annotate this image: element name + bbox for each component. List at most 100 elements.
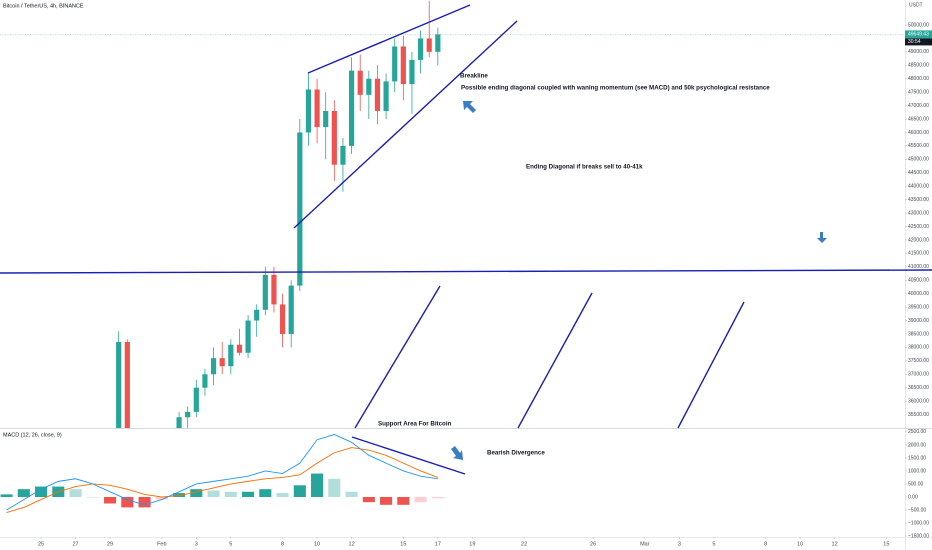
y-tick-label: 41000.00 (908, 264, 929, 270)
y-tick-label: 40500.00 (908, 278, 929, 284)
histogram-bar (414, 496, 427, 503)
candle-body (151, 466, 156, 474)
candle-body (331, 110, 337, 165)
histogram-bar (86, 496, 99, 498)
candle-body (305, 89, 312, 133)
y-tick-label: 48000.00 (908, 76, 929, 82)
macd-line (6, 434, 438, 511)
candle-body (366, 78, 372, 95)
x-tick-label: 5 (712, 541, 715, 547)
candle-body (426, 38, 432, 52)
signal-line (6, 447, 438, 514)
y-tick-label: 45000.00 (908, 157, 929, 163)
x-tick-label: 29 (107, 541, 113, 547)
histogram-bar (0, 494, 13, 497)
y-tick-label: 44500.00 (908, 170, 929, 176)
candle-body (417, 38, 424, 60)
x-tick-label: 15 (400, 541, 406, 547)
arrow-down (817, 232, 827, 243)
countdown-box (905, 38, 932, 46)
y-tick-label: 2500.00 (908, 429, 926, 435)
x-tick-label: 3 (678, 541, 681, 547)
candle-body (348, 70, 355, 146)
candle-body (219, 358, 225, 367)
candle-body (210, 358, 217, 375)
divergence-line (351, 436, 466, 475)
candle-body (176, 417, 182, 428)
y-tick-label: 2000.00 (908, 442, 926, 448)
support-line (354, 285, 441, 429)
histogram-bar (207, 490, 220, 497)
candle-body (392, 46, 398, 82)
x-tick-label: 3 (195, 541, 198, 547)
y-tick-label: 40000.00 (908, 291, 929, 297)
histogram-bar (104, 496, 117, 504)
histogram-bar (173, 493, 186, 497)
candle-body (314, 89, 320, 128)
x-tick-label: 5 (229, 541, 232, 547)
x-tick-label: 22 (521, 541, 527, 547)
support-line (517, 292, 593, 429)
drawings (0, 4, 932, 475)
y-tick-label: 500.00 (908, 481, 924, 487)
candle-body (193, 387, 199, 412)
support-note: Support Area For Bitcoin (378, 421, 452, 428)
y-tick-label: 36500.00 (908, 385, 929, 391)
y-tick-label: −1000.00 (908, 520, 929, 526)
y-tick-label: 41500.00 (908, 251, 929, 257)
currency-label: USDT (909, 2, 923, 8)
y-tick-label: 49000.00 (908, 49, 929, 55)
x-tick-label: 15 (883, 541, 889, 547)
candle-body (254, 309, 260, 321)
wedge-lower-line (293, 20, 518, 229)
candle-body (323, 110, 329, 128)
histogram-bar (121, 496, 134, 508)
breakline-note: Breakline (460, 73, 488, 80)
price-pane (0, 0, 905, 474)
last-price-box (905, 30, 932, 39)
countdown-label: 30:54 (908, 39, 921, 45)
histogram-bar (35, 486, 48, 497)
histogram-bar (224, 491, 237, 497)
y-tick-label: 46500.00 (908, 116, 929, 122)
histogram-bar (328, 478, 341, 497)
wedge-upper-line (307, 4, 471, 74)
candle-body (400, 46, 406, 85)
symbol-title: Bitcoin / TetherUS, 4h, BINANCE (3, 3, 84, 9)
histogram-bar (190, 489, 203, 497)
histogram-bar (69, 489, 82, 497)
candle-body (374, 78, 381, 111)
x-tick-label: 10 (314, 541, 320, 547)
y-tick-label: 48500.00 (908, 63, 929, 69)
histogram-bar (362, 496, 375, 503)
candle-body (159, 455, 164, 474)
candle-body (228, 344, 234, 367)
y-tick-label: 38500.00 (908, 331, 929, 337)
x-tick-label: 19 (469, 541, 475, 547)
arrow-down-right (451, 446, 463, 460)
y-tick-label: 45500.00 (908, 143, 929, 149)
y-tick-label: 44000.00 (908, 184, 929, 190)
x-tick-label: 10 (797, 541, 803, 547)
candle-body (236, 344, 243, 353)
candle-body (185, 411, 191, 418)
candle-body (262, 274, 268, 310)
x-tick-label: 27 (72, 541, 78, 547)
histogram-bar (259, 489, 272, 497)
x-tick-label: Mar (640, 541, 650, 547)
arrow-up-left (463, 101, 476, 113)
candle-body (357, 70, 363, 95)
histogram-bar (276, 493, 289, 497)
y-tick-label: 1500.00 (908, 455, 926, 461)
last-price-label: 49649.43 (908, 32, 929, 38)
y-tick-label: 37500.00 (908, 358, 929, 364)
y-tick-label: −1500.00 (908, 533, 929, 539)
y-tick-label: 46000.00 (908, 130, 929, 136)
y-tick-label: 43000.00 (908, 210, 929, 216)
divergence-note: Bearish Divergence (487, 450, 545, 457)
candle-body (168, 444, 173, 455)
x-tick-label: Feb (157, 541, 166, 547)
candle-body (279, 304, 286, 334)
y-tick-label: 35500.00 (908, 412, 929, 418)
